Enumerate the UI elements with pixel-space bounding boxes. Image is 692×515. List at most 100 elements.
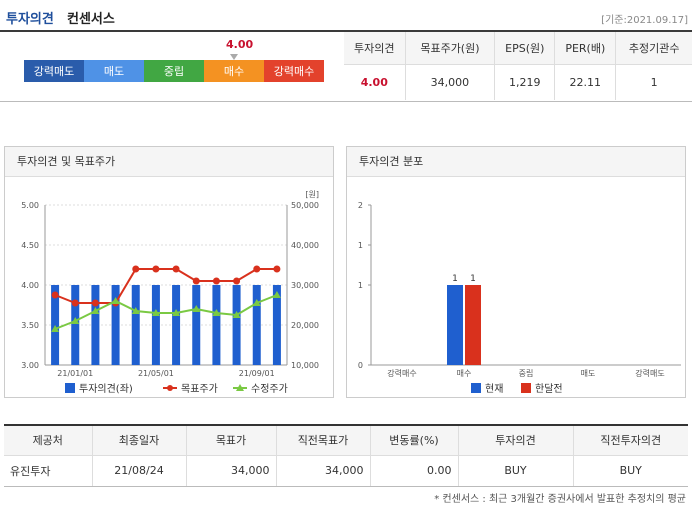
target-price-point (192, 277, 200, 285)
scale-neutral: 중립 (144, 60, 204, 82)
cell-change: 0.00 (370, 455, 459, 487)
base-date: [기준:2021.09.17] (601, 15, 688, 26)
x-tick-label: 21/09/01 (239, 369, 275, 378)
opinion-marker-icon (230, 54, 238, 60)
adjusted-price-point (111, 297, 120, 304)
x-tick-label: 매도 (581, 369, 596, 378)
target-price-point (172, 265, 180, 273)
adjusted-price-point (232, 311, 241, 318)
y-left-tick-label: 4.00 (21, 281, 39, 290)
y-right-tick-label: 10,000 (291, 361, 319, 370)
panel-title: 투자의견 및 목표주가 (5, 147, 333, 177)
adjusted-price-point (192, 305, 201, 312)
opinion-bar (172, 285, 181, 365)
adjusted-price-point (252, 299, 261, 306)
x-tick-label: 21/01/01 (57, 369, 93, 378)
summary-header-target: 목표주가(원) (405, 32, 496, 65)
adjusted-price-point (131, 307, 140, 314)
scale-strong-buy: 강력매수 (264, 60, 324, 82)
adjusted-price-point (212, 309, 221, 316)
panel-title: 투자의견 분포 (347, 147, 685, 177)
y-right-tick-label: 30,000 (291, 281, 319, 290)
y-tick-label: 1 (358, 281, 363, 290)
summary-target-value: 34,000 (405, 64, 496, 100)
opinion-bar (272, 285, 281, 365)
opinion-target-chart-panel: 투자의견 및 목표주가 5.00 4.50 4.00 3.50 3.00 50,000 40… (4, 146, 334, 398)
opinion-bar (192, 285, 201, 365)
opinion-distribution-chart: 2 1 1 0 강력매수 매수 중립 매도 강력매도 1 1 현재 한달전 (358, 201, 681, 395)
target-price-point (91, 299, 99, 307)
y-right-tick-label: 20,000 (291, 321, 319, 330)
legend-label-opinion: 투자의견(좌) (79, 383, 133, 395)
col-header-provider: 제공처 (4, 425, 93, 456)
footnote: * 컨센서스 : 최근 3개월간 증권사에서 발표한 추정치의 평균 (434, 494, 686, 505)
opinion-bar (212, 285, 221, 365)
summary-header-eps: EPS(원) (494, 32, 556, 65)
x-tick-label: 중립 (519, 369, 534, 378)
summary-per-value: 22.11 (554, 64, 617, 100)
target-price-point (233, 277, 241, 285)
opinion-bar (151, 285, 160, 365)
legend-label: 한달전 (535, 383, 563, 395)
adjusted-price-point (172, 309, 181, 316)
consensus-summary-table: 투자의견 목표주가(원) EPS(원) PER(배) 추정기관수 4.00 34… (344, 32, 692, 100)
target-price-point (152, 265, 160, 273)
target-price-point (273, 265, 281, 273)
target-price-point (71, 299, 79, 307)
adjusted-price-point (272, 291, 281, 298)
scale-sell: 매도 (84, 60, 144, 82)
summary-opinion-value: 4.00 (344, 64, 406, 100)
opinion-bar (91, 285, 100, 365)
opinion-bar (111, 285, 120, 365)
cell-target: 34,000 (186, 455, 277, 487)
summary-header-per: PER(배) (554, 32, 617, 65)
opinion-bar (252, 285, 261, 365)
section-subtitle: 컨센서스 (67, 12, 115, 27)
cell-prev-target: 34,000 (276, 455, 371, 487)
distribution-bar (447, 285, 463, 365)
y-left-tick-label: 5.00 (21, 201, 39, 210)
cell-opinion: BUY (458, 455, 574, 487)
legend-swatch-target-dot (167, 385, 173, 391)
bar-data-label: 1 (470, 274, 476, 284)
y-left-tick-label: 3.50 (21, 321, 39, 330)
adjusted-price-point (91, 307, 100, 314)
adjusted-price-point (151, 309, 160, 316)
x-tick-label: 21/05/01 (138, 369, 174, 378)
legend-label-adjusted: 수정주가 (251, 383, 288, 395)
adjusted-price-point (71, 317, 80, 324)
distribution-bar (465, 285, 481, 365)
opinion-bar (232, 285, 241, 365)
target-price-point (132, 265, 140, 273)
target-price-point (253, 265, 261, 273)
y-right-tick-label: 40,000 (291, 241, 319, 250)
summary-count-value: 1 (650, 75, 658, 89)
summary-eps-value: 1,219 (494, 64, 556, 100)
opinion-scale: 강력매도 매도 중립 매수 강력매수 (24, 60, 324, 82)
y-tick-label: 2 (358, 201, 363, 210)
table-row: 유진투자 21/08/24 34,000 34,000 0.00 BUY BUY (4, 455, 688, 487)
x-tick-label: 매수 (457, 369, 472, 378)
target-price-point (51, 291, 59, 299)
y-tick-label: 0 (358, 361, 363, 370)
x-tick-label: 강력매도 (635, 368, 664, 378)
bar-data-label: 1 (452, 274, 458, 284)
section-header: 투자의견 컨센서스 [기준:2021.09.17] (0, 0, 692, 32)
opinion-marker-value: 4.00 (226, 38, 254, 51)
col-header-prev-target: 직전목표가 (276, 425, 371, 456)
y-right-unit-label: [원] (305, 190, 319, 199)
opinion-bar (131, 285, 140, 365)
col-header-opinion: 투자의견 (458, 425, 574, 456)
legend-label: 현재 (485, 383, 503, 395)
opinion-target-chart: 5.00 4.50 4.00 3.50 3.00 50,000 40,000 30,000 20… (21, 190, 319, 395)
col-header-date: 최종일자 (92, 425, 187, 456)
y-left-tick-label: 4.50 (21, 241, 39, 250)
legend-label-target: 목표주가 (181, 383, 218, 395)
cell-date: 21/08/24 (92, 455, 187, 487)
cell-prev-opinion: BUY (573, 455, 688, 487)
divider (0, 101, 692, 102)
legend-swatch (521, 383, 531, 393)
scale-buy: 매수 (204, 60, 264, 82)
legend-swatch (471, 383, 481, 393)
adjusted-price-line (54, 294, 278, 330)
